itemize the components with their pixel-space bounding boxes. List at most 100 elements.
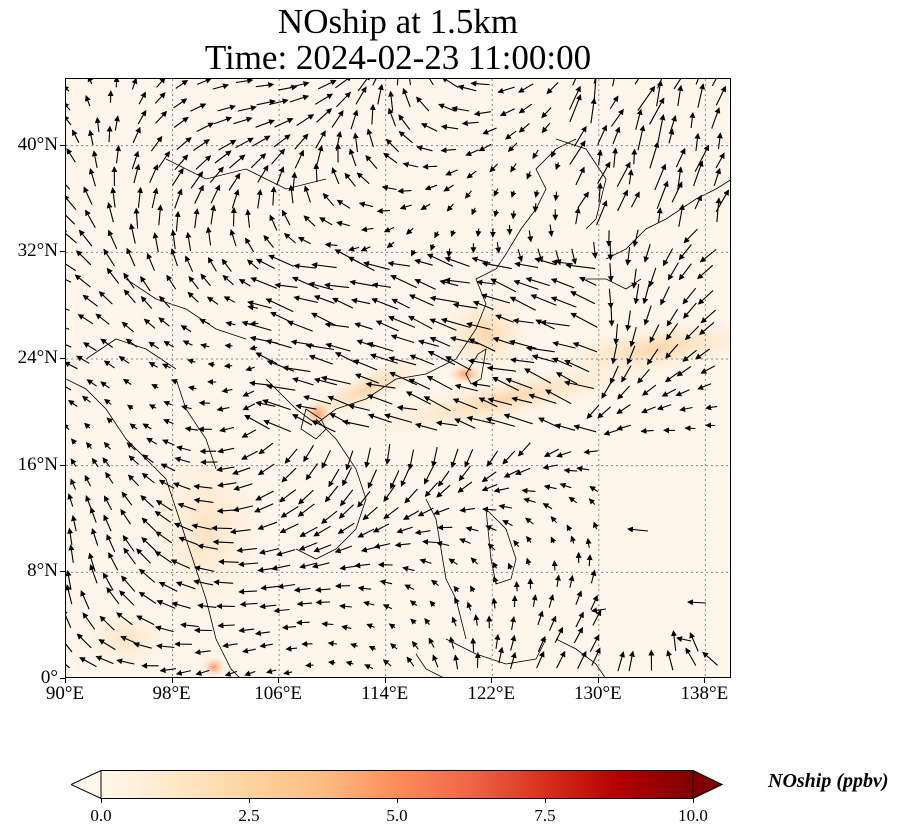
- wind-vector: [616, 161, 631, 187]
- wind-vector: [216, 405, 230, 412]
- wind-vector: [345, 450, 354, 471]
- wind-vector: [490, 278, 517, 293]
- wind-vector: [91, 527, 99, 546]
- wind-vector: [158, 479, 175, 489]
- wind-vector: [509, 651, 517, 669]
- wind-vector: [533, 189, 540, 198]
- wind-vector: [331, 167, 340, 185]
- lon-tick-label: 130°E: [573, 683, 622, 704]
- lat-tick-label: 0°: [40, 667, 58, 688]
- wind-vector: [394, 541, 411, 548]
- wind-vector: [364, 447, 371, 469]
- colorbar-tick-label: 7.5: [534, 806, 556, 825]
- wind-vector: [319, 217, 333, 226]
- wind-vector: [294, 149, 305, 169]
- wind-vector: [321, 449, 331, 469]
- wind-vector: [481, 261, 512, 270]
- wind-vector: [388, 623, 396, 630]
- wind-vector: [399, 204, 412, 210]
- wind-vector: [441, 79, 459, 89]
- wind-vector: [146, 252, 156, 272]
- wind-vector: [151, 384, 159, 390]
- wind-vector: [656, 79, 663, 107]
- wind-vector: [154, 511, 172, 523]
- wind-vector: [649, 141, 660, 169]
- wind-vector: [665, 323, 679, 341]
- wind-vector: [667, 262, 679, 281]
- wind-vector: [454, 383, 479, 392]
- wind-vector: [450, 230, 457, 238]
- wind-vector: [470, 557, 478, 565]
- wind-vector: [235, 79, 254, 84]
- wind-vector: [123, 547, 136, 565]
- wind-vector: [188, 385, 197, 392]
- wind-vector: [256, 99, 276, 106]
- wind-vector: [348, 245, 360, 252]
- wind-vector: [311, 562, 330, 569]
- wind-vector: [689, 632, 699, 652]
- wind-vector: [632, 229, 639, 248]
- wind-vector: [128, 455, 139, 465]
- wind-vector: [697, 83, 706, 108]
- lon-tick-label: 90°E: [45, 683, 85, 704]
- wind-vector: [213, 116, 233, 125]
- wind-vector: [572, 342, 598, 353]
- wind-vector: [657, 114, 666, 144]
- wind-vector: [242, 390, 255, 397]
- wind-vector: [524, 368, 552, 384]
- wind-vector: [158, 317, 170, 327]
- wind-vector: [577, 191, 589, 209]
- wind-vector: [613, 323, 620, 345]
- wind-vector: [187, 291, 199, 303]
- wind-vector: [298, 542, 318, 551]
- wind-vector: [514, 261, 538, 269]
- wind-vector: [656, 180, 669, 209]
- wind-vector: [391, 298, 410, 309]
- wind-vector: [369, 103, 376, 125]
- wind-vector: [466, 601, 473, 611]
- wind-vector: [141, 537, 157, 552]
- wind-vector: [115, 145, 122, 164]
- wind-vector: [259, 642, 273, 649]
- wind-vector: [492, 561, 499, 569]
- wind-vector: [238, 588, 258, 595]
- wind-vector: [161, 363, 171, 370]
- wind-vector: [551, 148, 557, 158]
- wind-vector: [513, 539, 520, 548]
- wind-vector: [250, 277, 278, 289]
- wind-vector: [236, 547, 258, 554]
- wind-vector: [358, 201, 374, 208]
- wind-vector: [626, 345, 636, 365]
- wind-vector: [502, 520, 513, 527]
- wind-vector: [487, 397, 513, 406]
- wind-vector: [303, 215, 316, 227]
- wind-vector: [297, 503, 315, 517]
- wind-vector: [575, 590, 583, 605]
- wind-vector: [375, 320, 399, 332]
- wind-vector: [563, 467, 578, 474]
- wind-vector: [284, 448, 298, 464]
- wind-vector: [390, 470, 400, 490]
- wind-vector: [229, 528, 251, 535]
- wind-vector: [316, 108, 333, 123]
- wind-vector: [217, 481, 237, 488]
- wind-vector: [453, 585, 460, 593]
- wind-vector: [289, 94, 310, 103]
- colorbar-tick-label: 10.0: [678, 806, 708, 825]
- wind-vector-field: [66, 79, 729, 677]
- wind-vector: [316, 144, 324, 165]
- wind-vector: [493, 209, 500, 218]
- lon-tick-mark: [384, 678, 386, 683]
- wind-vector: [176, 136, 192, 151]
- wind-vector: [637, 85, 656, 111]
- wind-vector: [540, 319, 570, 327]
- wind-vector: [350, 642, 358, 649]
- wind-vector: [223, 362, 233, 369]
- wind-vector: [387, 260, 410, 267]
- wind-vector: [635, 108, 643, 130]
- wind-vector: [713, 167, 722, 186]
- wind-vector: [200, 343, 210, 349]
- wind-vector: [409, 354, 435, 366]
- wind-vector: [511, 396, 533, 404]
- wind-vector: [452, 302, 478, 309]
